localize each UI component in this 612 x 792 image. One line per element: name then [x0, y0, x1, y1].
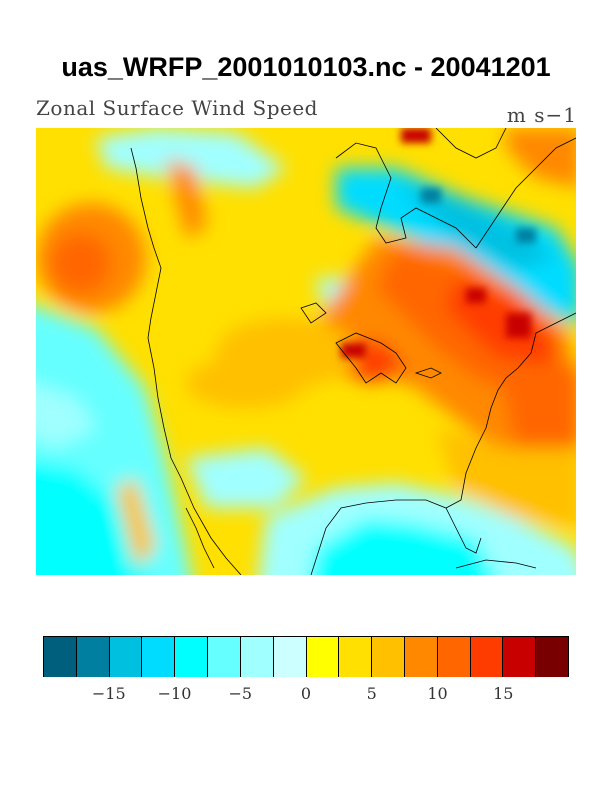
hudson-bay-coast: [335, 142, 477, 249]
colorbar-tick-label: 5: [366, 684, 377, 703]
coastlines: [130, 128, 576, 575]
colorbar-box: [372, 637, 405, 677]
gulf-coastline: [310, 427, 487, 575]
field-pacific-cyan-deep: [36, 461, 149, 575]
colorbar-tick-label: −5: [228, 684, 253, 703]
colorbar-box: [470, 637, 504, 677]
colorbar-box: [175, 637, 209, 677]
page-title: uas_WRFP_2001010103.nc - 20041201: [61, 52, 551, 82]
colorbar-box: [142, 637, 176, 677]
colorbar-tick-label: 15: [493, 684, 514, 703]
colorbar: [43, 636, 569, 677]
colorbar-box: [273, 637, 307, 677]
east-coastline: [485, 312, 576, 429]
colorbar-tick-label: 10: [427, 684, 448, 703]
colorbar-box: [208, 637, 241, 677]
cuba-coast: [455, 559, 537, 569]
colorbar-box: [240, 637, 274, 677]
colorbar-labels: −15 −10 −5 0 5 10 15: [0, 684, 612, 708]
colorbar-box: [76, 637, 110, 677]
baja-coastline: [185, 507, 215, 569]
units-label: m s−1: [506, 103, 577, 127]
colorbar-box: [306, 637, 340, 677]
colorbar-tick-label: −15: [91, 684, 126, 703]
colorbar-box: [503, 637, 537, 677]
wind-speed-map: [36, 128, 576, 575]
colorbar-box: [109, 637, 143, 677]
colorbar-box: [404, 637, 438, 677]
florida-coast: [445, 507, 482, 554]
colorbar-tick-label: 0: [300, 684, 312, 703]
colorbar-box: [437, 637, 471, 677]
variable-label: Zonal Surface Wind Speed: [36, 96, 318, 120]
colorbar-box: [339, 637, 373, 677]
colorbar-box: [536, 637, 569, 677]
colorbar-tick-label: −10: [157, 684, 192, 703]
colorbar-box: [43, 637, 77, 677]
west-coastline: [130, 147, 242, 575]
field-canada-cyan: [336, 168, 576, 326]
great-lakes-outline: [335, 332, 407, 384]
